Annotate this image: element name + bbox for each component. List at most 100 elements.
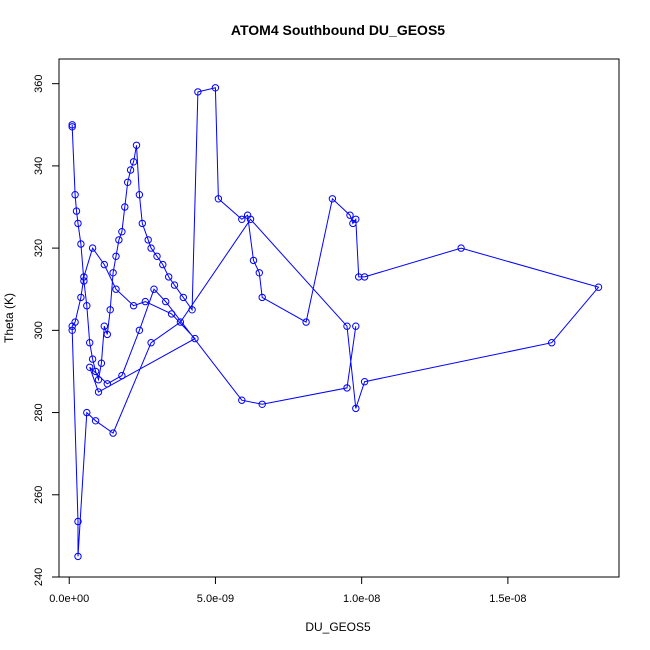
data-point: [328, 195, 337, 203]
data-point: [68, 123, 76, 131]
data-point: [255, 269, 263, 277]
y-tick-label: 240: [33, 568, 45, 586]
data-point: [86, 363, 94, 371]
data-point: [86, 339, 94, 347]
data-point: [147, 244, 155, 252]
data-point: [106, 306, 114, 314]
data-point: [132, 141, 141, 150]
data-point: [211, 84, 220, 92]
data-point: [112, 285, 120, 293]
data-point: [176, 318, 185, 326]
data-point: [121, 203, 129, 211]
y-tick-label: 260: [33, 486, 45, 504]
data-point: [94, 388, 103, 396]
data-point: [246, 215, 255, 224]
y-tick-label: 360: [33, 74, 45, 92]
data-point: [352, 322, 360, 330]
data-point: [72, 207, 81, 215]
y-tick-label: 320: [33, 239, 45, 257]
data-point: [167, 310, 176, 318]
data-point: [118, 371, 126, 380]
data-point: [170, 281, 179, 289]
data-point: [150, 285, 158, 293]
data-point: [346, 211, 354, 219]
data-point: [153, 252, 161, 260]
data-point: [100, 260, 109, 269]
data-point: [71, 191, 79, 199]
data-point: [141, 297, 150, 306]
data-point: [74, 219, 82, 228]
data-point: [129, 302, 138, 310]
data-point: [360, 378, 369, 386]
x-tick-label: 5.0e-09: [197, 593, 234, 605]
data-point: [594, 283, 603, 291]
y-tick-label: 340: [33, 157, 45, 175]
data-point: [258, 400, 266, 408]
data-point: [74, 517, 82, 526]
data-point: [352, 404, 360, 413]
data-point: [115, 236, 123, 244]
y-tick-label: 280: [33, 403, 45, 421]
data-point: [188, 306, 196, 314]
data-point: [258, 293, 266, 302]
data-point: [100, 322, 109, 330]
data-point: [238, 396, 246, 404]
data-point: [135, 191, 144, 199]
data-point: [214, 195, 223, 203]
data-point: [74, 552, 82, 561]
x-axis-label: DU_GEOS5: [305, 620, 371, 634]
data-point: [194, 88, 202, 96]
data-point: [249, 256, 258, 265]
x-tick-label: 1.5e-08: [489, 593, 526, 605]
plot-area: [68, 84, 603, 561]
x-axis: 0.0e+00 5.0e-09 1.0e-08 1.5e-08: [49, 576, 527, 605]
data-point: [179, 293, 188, 302]
data-point: [97, 359, 106, 367]
data-point: [83, 302, 91, 310]
data-point: [144, 236, 152, 244]
data-point: [124, 178, 132, 187]
data-point: [80, 273, 88, 281]
data-point: [103, 330, 112, 339]
data-point: [68, 326, 76, 334]
data-point: [360, 273, 369, 281]
y-axis-label: Theta (K): [2, 293, 16, 343]
data-point: [71, 318, 79, 326]
data-point: [88, 244, 97, 252]
data-point: [352, 215, 360, 224]
data-point: [238, 215, 246, 224]
data-point: [118, 228, 126, 236]
chart-title: ATOM4 Southbound DU_GEOS5: [231, 22, 445, 38]
data-point: [191, 334, 199, 343]
data-point: [343, 322, 351, 330]
x-tick-label: 0.0e+00: [49, 593, 89, 605]
data-point: [88, 355, 97, 363]
data-point: [129, 158, 138, 166]
data-point: [135, 326, 144, 334]
data-point: [147, 339, 155, 347]
data-point: [109, 269, 117, 277]
data-point: [109, 429, 117, 437]
x-tick-label: 1.0e-08: [343, 593, 380, 605]
data-point: [77, 240, 85, 248]
data-point: [159, 260, 167, 269]
data-point: [343, 384, 351, 392]
y-axis: 240 260 280 300 320 340 360: [33, 74, 59, 586]
data-point: [112, 252, 120, 260]
data-point: [91, 367, 100, 376]
data-point: [77, 293, 85, 302]
data-point: [80, 277, 88, 285]
data-point: [165, 273, 173, 281]
data-point: [68, 121, 76, 129]
data-point: [103, 380, 112, 388]
series-line: [71, 87, 600, 557]
data-point: [91, 417, 100, 425]
data-point: [457, 244, 465, 252]
data-point: [126, 166, 135, 174]
y-tick-label: 300: [33, 321, 45, 339]
data-point: [162, 297, 170, 306]
data-point: [548, 339, 556, 347]
data-point: [94, 376, 103, 384]
data-point: [138, 219, 147, 228]
